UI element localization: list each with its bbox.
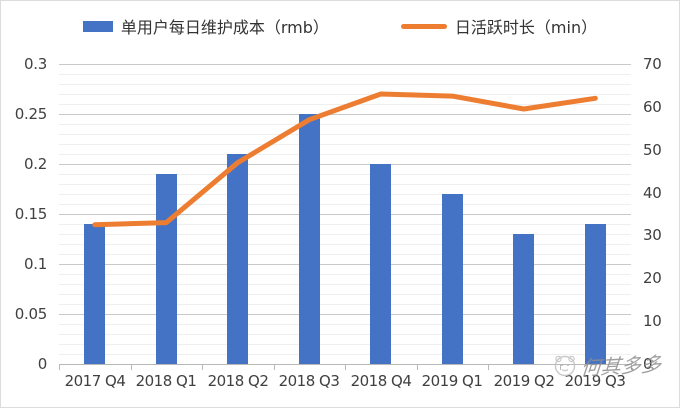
x-axis-label: 2018 Q3: [278, 372, 340, 390]
bar-2019-q3: [585, 224, 606, 364]
minor-gridline: [59, 344, 631, 345]
minor-gridline: [59, 254, 631, 255]
bar-2019-q2: [513, 234, 534, 364]
y-axis-label-right: 10: [643, 312, 662, 330]
y-axis-label-left: 0.3: [24, 55, 47, 73]
y-axis-label-right: 20: [643, 269, 662, 287]
minor-gridline: [59, 124, 631, 125]
y-axis-label-right: 30: [643, 226, 662, 244]
x-axis-tick: [345, 365, 346, 370]
minor-gridline: [59, 324, 631, 325]
major-gridline: [59, 264, 631, 265]
y-axis-label-right: 70: [643, 55, 662, 73]
minor-gridline: [59, 224, 631, 225]
x-axis-tick: [417, 365, 418, 370]
y-axis-label-left: 0: [37, 355, 48, 373]
x-axis-tick: [131, 365, 132, 370]
x-axis-tick: [560, 365, 561, 370]
y-axis-label-right: 0: [643, 355, 653, 373]
x-axis-label: 2019 Q3: [564, 372, 626, 390]
major-gridline: [59, 64, 631, 65]
x-axis-tick: [488, 365, 489, 370]
minor-gridline: [59, 234, 631, 235]
x-axis-tick: [59, 365, 60, 370]
minor-gridline: [59, 154, 631, 155]
legend-label-bar-series: 单用户每日维护成本（rmb）: [120, 18, 329, 37]
minor-gridline: [59, 194, 631, 195]
y-axis-label-right: 40: [643, 184, 662, 202]
major-gridline: [59, 164, 631, 165]
y-axis-label-left: 0.05: [14, 305, 48, 323]
minor-gridline: [59, 204, 631, 205]
major-gridline: [59, 114, 631, 115]
minor-gridline: [59, 304, 631, 305]
line-series-swatch-icon: [400, 23, 447, 29]
x-axis-label: 2018 Q4: [350, 372, 412, 390]
major-gridline: [59, 314, 631, 315]
legend-label-line-series: 日活跃时长（min）: [454, 18, 598, 37]
y-axis-label-left: 0.2: [24, 155, 47, 173]
minor-gridline: [59, 84, 631, 85]
y-axis-label-right: 50: [643, 141, 662, 159]
minor-gridline: [59, 274, 631, 275]
x-axis-line: [59, 364, 632, 365]
line-series-path: [92, 91, 598, 228]
bar-2018-q2: [227, 154, 248, 364]
bar-2018-q3: [299, 114, 320, 364]
chart-legend: 单用户每日维护成本（rmb） 日活跃时长（min）: [1, 14, 679, 38]
y-axis-label-left: 0.25: [14, 105, 48, 123]
minor-gridline: [59, 354, 631, 355]
x-axis-tick: [631, 365, 632, 370]
minor-gridline: [59, 284, 631, 285]
minor-gridline: [59, 144, 631, 145]
y-axis-label-left: 0.15: [14, 205, 48, 223]
minor-gridline: [59, 94, 631, 95]
bar-series-swatch-icon: [82, 20, 113, 32]
x-axis-label: 2017 Q4: [64, 372, 126, 390]
bar-2017-q4: [84, 224, 105, 364]
bar-2018-q4: [370, 164, 391, 364]
x-axis-tick: [202, 365, 203, 370]
minor-gridline: [59, 294, 631, 295]
minor-gridline: [59, 74, 631, 75]
minor-gridline: [59, 174, 631, 175]
y-axis-label-left: 0.1: [24, 255, 47, 273]
line-series-layer: [92, 91, 598, 228]
minor-gridline: [59, 184, 631, 185]
x-axis-label: 2018 Q1: [135, 372, 197, 390]
legend-item-bar-series: 单用户每日维护成本（rmb）: [82, 14, 329, 38]
major-gridline: [59, 214, 631, 215]
x-axis-label: 2018 Q2: [207, 372, 269, 390]
x-axis-tick: [274, 365, 275, 370]
legend-item-line-series: 日活跃时长（min）: [400, 14, 598, 38]
minor-gridline: [59, 334, 631, 335]
minor-gridline: [59, 134, 631, 135]
x-axis-label: 2019 Q2: [493, 372, 555, 390]
minor-gridline: [59, 244, 631, 245]
x-axis-label: 2019 Q1: [421, 372, 483, 390]
bar-2019-q1: [442, 194, 463, 364]
y-axis-label-right: 60: [643, 98, 662, 116]
